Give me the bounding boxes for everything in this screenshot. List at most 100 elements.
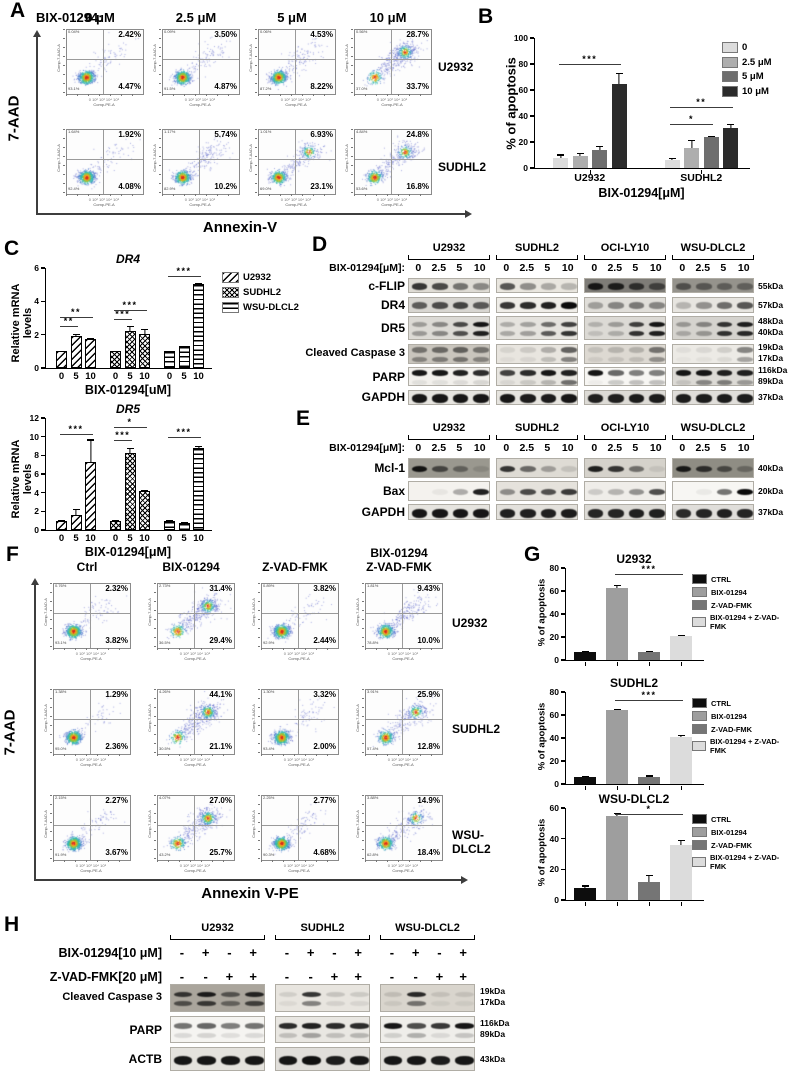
legend-label: Z-VAD-FMK [711, 840, 753, 850]
flow-plot: 2.25% 2.77% 90.3% 4.68% Comp-7-AAD-A Comp-PE-… [250, 792, 340, 878]
quadrant-hline [259, 159, 335, 161]
legend-label: 10 μM [742, 85, 769, 97]
legend-swatch [222, 287, 239, 298]
flow-x-axis-micro-label: Comp-PE-A [392, 762, 414, 767]
blot-band [278, 1055, 298, 1065]
quadrant-ul-value: 0.76% [55, 583, 67, 588]
lane-dose-label: 2.5 [607, 442, 623, 454]
quadrant-ur-value: 44.1% [209, 690, 232, 699]
error-bar [688, 140, 695, 148]
cell-line-header: SUDHL2 [514, 242, 559, 254]
x-axis-tick [649, 901, 651, 906]
flow-x-axis-micro-label: Comp-PE-A [288, 868, 310, 873]
flow-y-ticks [159, 29, 161, 93]
cell-line-header: U2932 [432, 422, 466, 434]
lane-sign: + [249, 969, 257, 984]
blot-box [584, 389, 666, 405]
blot-band [675, 393, 691, 403]
sig-stars: *** [115, 308, 131, 319]
error-bar [645, 650, 653, 653]
sig-line [113, 427, 147, 429]
panel-d-label: D [312, 233, 328, 256]
sig-line [670, 106, 733, 108]
blot-band [432, 465, 448, 473]
quadrant-ll-value: 82.9% [164, 186, 176, 191]
flow-plot: 1.01% 6.93% 69.0% 23.1% Comp-7-AAD-A Comp-PE-… [247, 126, 337, 212]
bar [139, 333, 150, 368]
blot-row-label: ACTB [128, 1052, 162, 1066]
kda-label: 37kDa [758, 392, 784, 402]
blot-band [716, 321, 732, 327]
sig-line [670, 123, 713, 125]
bar-tick-label: 5 [181, 533, 187, 544]
quadrant-vline [193, 690, 195, 754]
sig-stars: *** [641, 563, 657, 574]
blot-band [737, 356, 753, 362]
x-axis-line [36, 213, 466, 215]
blot-band [649, 488, 665, 496]
blot-band [197, 1001, 216, 1006]
lane-sign: - [332, 945, 337, 960]
blot-row-label: PARP [372, 369, 405, 384]
lane-dose-label: 5 [544, 442, 551, 454]
blot-band [452, 347, 468, 353]
flow-x-axis-micro-label: Comp-PE-A [93, 102, 115, 107]
sign-row-label: BIX-01294[10 μM] [58, 946, 162, 960]
quadrant-hline [54, 825, 130, 827]
blot-band [452, 465, 468, 473]
x-axis-tick [589, 169, 591, 174]
kda-label: 17kDa [480, 997, 506, 1007]
cell-line-label: U2932 [452, 616, 488, 630]
flow-x-ticks-micro-label: 0 10² 10³ 10⁴ 10⁵ [75, 756, 107, 762]
blot-band [628, 302, 644, 309]
panel-b: 0 20 40 60 80 100 U2932 SUDHL2 *** * **% of apopto… [470, 0, 789, 236]
sig-stars: *** [176, 426, 192, 437]
kda-label: 57kDa [758, 299, 784, 310]
blot-box [496, 343, 578, 364]
sig-line [113, 318, 132, 320]
blot-row-label: c-FLIP [368, 278, 405, 293]
blot-band [452, 370, 468, 376]
y-tick-label: 0 [554, 779, 559, 789]
sig-stars: ** [63, 316, 74, 327]
quadrant-lr-value: 2.44% [313, 636, 336, 645]
blot-band [649, 508, 665, 518]
blot-row-label: Cleaved Caspase 3 [62, 991, 162, 1003]
x-axis-label: Annexin-V [202, 219, 278, 236]
blot-box [584, 481, 666, 501]
blot-band [587, 393, 603, 403]
blot-band [561, 379, 577, 385]
quadrant-lr-value: 16.8% [406, 182, 429, 191]
flow-x-ticks [258, 194, 334, 196]
blot-band [349, 991, 369, 997]
flow-x-ticks-micro-label: 0 10² 10³ 10⁴ 10⁵ [283, 756, 315, 762]
error-bar [613, 584, 621, 588]
lane-sign: - [413, 969, 418, 984]
blot-band [520, 393, 536, 403]
blot-band [540, 393, 556, 403]
blot-band [737, 379, 753, 385]
flow-y-ticks [50, 795, 52, 859]
error-bar [557, 154, 564, 157]
sig-line [113, 440, 132, 442]
quadrant-vline [401, 796, 403, 860]
blot-row-label: Mcl-1 [374, 461, 405, 475]
blot-band [696, 331, 712, 336]
blot-band [407, 1055, 426, 1065]
blot-band [716, 347, 732, 353]
lane-dose-label: 5 [456, 442, 463, 454]
quadrant-ll-value: 91.9% [55, 852, 67, 857]
quadrant-ll-value: 90.3% [263, 852, 275, 857]
blot-band [454, 991, 474, 997]
flow-x-ticks-micro-label: 0 10² 10³ 10⁴ 10⁵ [280, 196, 312, 202]
blot-band [432, 379, 448, 385]
x-axis-tick [681, 785, 683, 790]
blot-box [496, 389, 578, 405]
blot-band [649, 283, 665, 290]
panel-g-label: G [524, 543, 541, 566]
error-bar [581, 885, 589, 887]
y-axis-label: % of apoptosis [536, 818, 548, 887]
legend-label: WSU-DLCL2 [243, 302, 299, 313]
flow-scatter [158, 690, 232, 752]
legend-swatch [692, 617, 707, 627]
